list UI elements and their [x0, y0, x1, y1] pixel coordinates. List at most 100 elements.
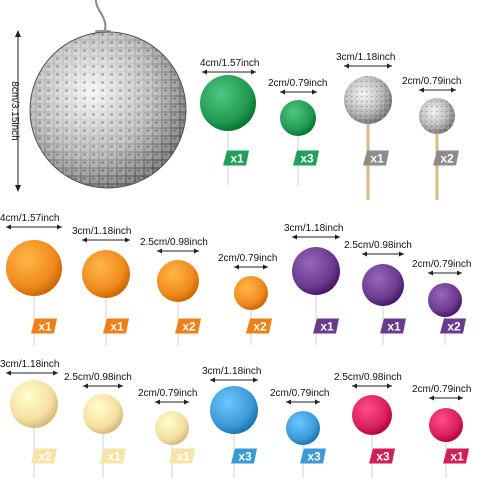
disco-tiles	[419, 98, 455, 134]
arrow-left-icon	[155, 399, 160, 405]
arrow-left-icon	[210, 377, 215, 383]
arrow-right-icon	[125, 237, 130, 243]
ball-topper: 2.5cm/0.98inch x1	[64, 372, 132, 478]
count-label: x2	[447, 320, 461, 334]
arrow-left-icon	[362, 251, 367, 257]
arrow-left-icon	[234, 264, 239, 270]
arrow-right-icon	[53, 370, 58, 376]
count-label: x1	[320, 320, 334, 334]
ball-topper: 2cm/0.79inch x2	[412, 259, 471, 345]
arrow-left-icon	[286, 399, 291, 405]
arrow-right-icon	[312, 89, 317, 95]
count-label: x1	[387, 320, 401, 334]
count-tag	[300, 448, 326, 464]
size-label: 3cm/1.18inch	[284, 223, 343, 234]
ball-topper: 2.5cm/0.98inch x2	[140, 237, 208, 345]
size-label: 2cm/0.79inch	[402, 76, 461, 87]
ball	[429, 408, 463, 442]
arrow-left-icon	[352, 383, 357, 389]
arrow-left-icon	[429, 395, 434, 401]
size-label: 3cm/1.18inch	[202, 366, 261, 377]
arrow-right-icon	[57, 224, 62, 230]
size-label: 3cm/1.18inch	[0, 359, 59, 370]
arrow-right-icon	[399, 251, 404, 257]
arrow-right-icon	[387, 63, 392, 69]
arrow-right-icon	[451, 87, 456, 93]
topper-rows: 4cm/1.57inch x1 2cm/0.79inch x3 3cm/1.18inch…	[0, 52, 471, 478]
size-label: 2.5cm/0.98inch	[140, 237, 208, 248]
mini-disco-topper: 2cm/0.79inch x2	[402, 76, 461, 200]
ball-topper: 2cm/0.79inch x3	[270, 388, 329, 478]
ball-topper: 2cm/0.79inch x1	[412, 384, 471, 478]
ball	[428, 283, 462, 317]
ball	[362, 264, 404, 306]
arrow-left-icon	[157, 248, 162, 254]
ball	[155, 411, 189, 445]
count-tag	[231, 448, 257, 464]
count-label: x1	[107, 450, 121, 464]
arrow-right-icon	[194, 248, 199, 254]
disco-size-label: 8cm/3.15inch	[9, 81, 20, 140]
size-label: 2.5cm/0.98inch	[64, 372, 132, 383]
size-label: 2cm/0.79inch	[268, 78, 327, 89]
size-label: 3cm/1.18inch	[336, 52, 395, 63]
ball-topper: 2cm/0.79inch x3	[268, 78, 327, 185]
count-label: x2	[440, 152, 454, 166]
count-tag	[31, 318, 57, 334]
ball	[292, 247, 340, 295]
ball-topper: 3cm/1.18inch x1	[284, 223, 343, 345]
count-tag	[440, 318, 466, 334]
count-tag	[369, 448, 395, 464]
count-tag	[433, 150, 459, 166]
ball	[234, 276, 268, 310]
count-tag	[313, 318, 339, 334]
ball-topper: 2cm/0.79inch x2	[218, 253, 277, 345]
arrow-right-icon	[458, 395, 463, 401]
count-label: x3	[376, 450, 390, 464]
ball	[83, 394, 123, 434]
ball	[6, 240, 62, 296]
ball	[352, 395, 392, 435]
disco-size-dimension: 8cm/3.15inch	[9, 30, 21, 192]
count-tag	[443, 448, 469, 464]
arrow-right-icon	[315, 399, 320, 405]
count-label: x3	[300, 152, 314, 166]
arrow-right-icon	[457, 270, 462, 276]
count-label: x2	[182, 320, 196, 334]
count-tag	[380, 318, 406, 334]
arrow-right-icon	[335, 234, 340, 240]
arrow-left-icon	[419, 87, 424, 93]
ball-topper: 2.5cm/0.98inch x3	[334, 372, 402, 478]
count-label: x1	[176, 450, 190, 464]
ball	[157, 260, 199, 302]
size-label: 2cm/0.79inch	[270, 388, 329, 399]
size-label: 3cm/1.18inch	[72, 226, 131, 237]
arrow-left-icon	[344, 63, 349, 69]
count-label: x1	[370, 152, 384, 166]
ball-topper: 4cm/1.57inch x1	[0, 213, 62, 345]
arrow-left-icon	[82, 237, 87, 243]
ball	[82, 250, 130, 298]
arrow-right-icon	[387, 383, 392, 389]
arrow-left-icon	[6, 224, 11, 230]
ball	[210, 386, 258, 434]
arrow-left-icon	[292, 234, 297, 240]
count-tag	[100, 448, 126, 464]
arrow-left-icon	[202, 69, 207, 75]
arrow-left-icon	[428, 270, 433, 276]
arrow-left-icon	[280, 89, 285, 95]
ball-topper: 2.5cm/0.98inch x1	[344, 240, 412, 345]
arrow-left-icon	[83, 383, 88, 389]
count-tag	[31, 448, 57, 464]
ball	[286, 411, 320, 445]
size-label: 4cm/1.57inch	[0, 213, 59, 224]
arrow-right-icon	[251, 69, 256, 75]
count-tag	[169, 448, 195, 464]
count-tag	[363, 150, 389, 166]
arrow-right-icon	[263, 264, 268, 270]
ball	[10, 380, 58, 428]
size-label: 2.5cm/0.98inch	[334, 372, 402, 383]
count-label: x1	[38, 320, 52, 334]
size-label: 2cm/0.79inch	[412, 259, 471, 270]
count-label: x1	[230, 152, 244, 166]
